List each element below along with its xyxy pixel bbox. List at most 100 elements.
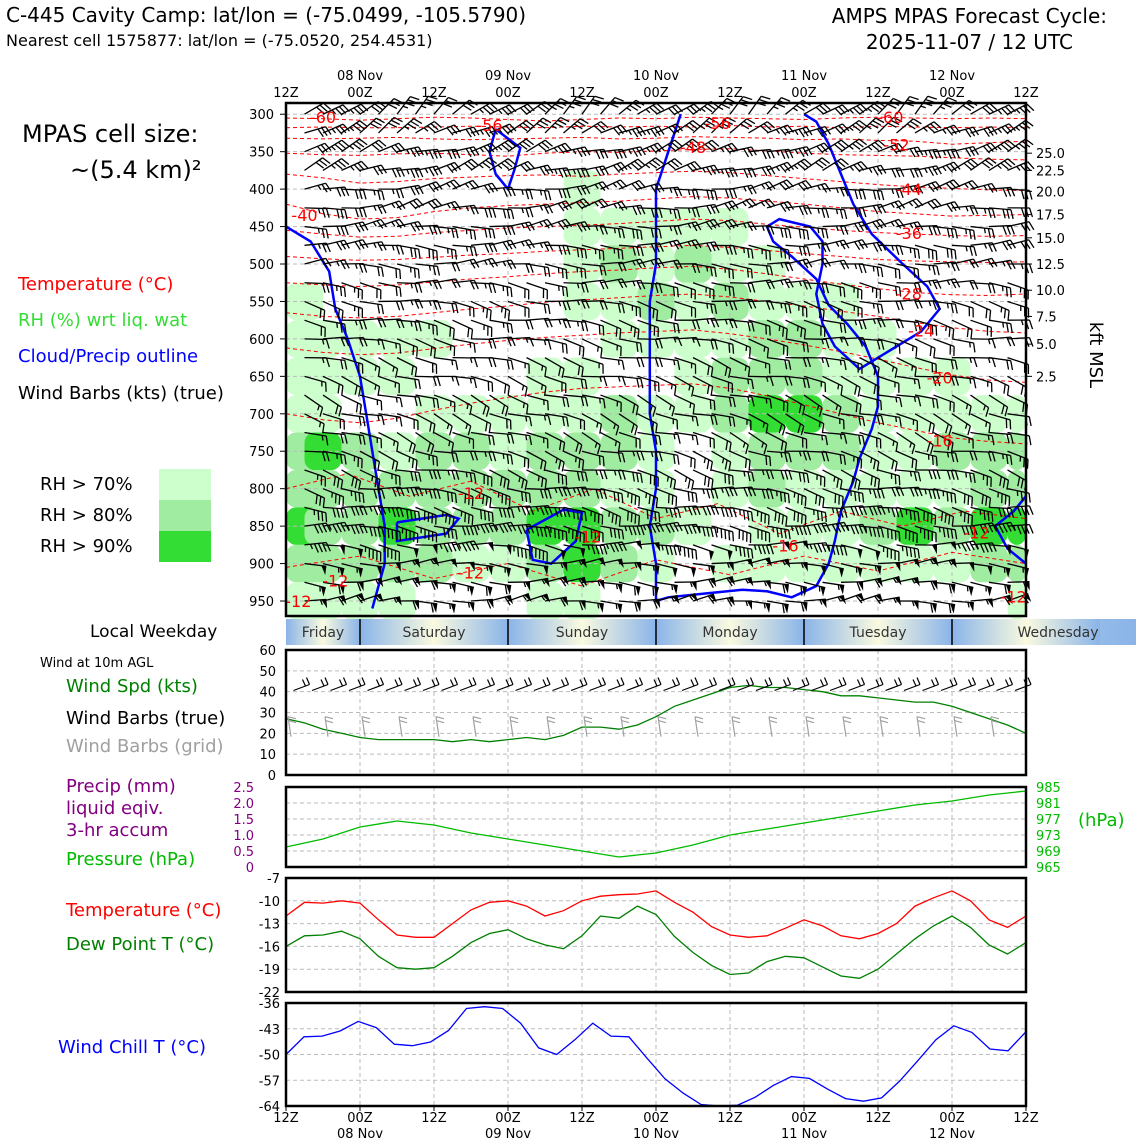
wind-barb-full — [576, 96, 586, 101]
wind-barb-full — [447, 491, 450, 502]
true-wind-barb — [533, 683, 551, 692]
wind-barb-half — [743, 247, 745, 254]
grid-wind-barb — [583, 716, 588, 737]
wind-barb-full — [927, 201, 935, 210]
wind-barb-full — [594, 95, 604, 100]
wind-barb-full — [388, 122, 398, 128]
wind-barb-full — [579, 118, 589, 125]
wind-barb-full — [525, 320, 530, 330]
true-wind-barb — [478, 683, 495, 692]
wind-barb-full — [636, 229, 639, 240]
wind-barb-full — [708, 117, 718, 124]
wind-barb-full — [650, 510, 653, 521]
wind-barb-full — [862, 263, 867, 274]
wind-barb-full — [837, 308, 840, 319]
wind-barb-full — [973, 280, 979, 290]
wind-barb-half — [446, 203, 451, 209]
wind-barb-full — [455, 453, 459, 463]
wind-barb-half — [539, 190, 543, 196]
wind-barb-full — [566, 507, 571, 518]
wind-barb-full — [317, 523, 324, 534]
wind-barb-full — [806, 280, 812, 290]
wind-barb-flag — [1005, 567, 1011, 578]
wind-barb-half — [835, 241, 840, 247]
wind-barb-half — [854, 319, 858, 326]
wind-barb-half — [891, 366, 895, 372]
wind-barb-flag — [654, 565, 660, 576]
wind-barb-full — [488, 523, 494, 533]
wind-barb-full — [528, 221, 535, 231]
wind-barb-full — [840, 310, 844, 321]
grid-wind-barb — [472, 716, 477, 737]
wind-barb-half — [867, 107, 873, 113]
wind-barb-full — [473, 540, 480, 550]
wind-barb-half — [983, 227, 986, 234]
wind-barb-half — [983, 243, 988, 249]
wind-barb-full — [673, 323, 676, 333]
wind-y-tick-label: 30 — [259, 707, 276, 722]
wind-barb-full — [710, 204, 716, 214]
wind-barb-full — [909, 510, 912, 520]
wind-barb-full — [558, 460, 562, 470]
wind-barb-full — [503, 383, 507, 394]
wind-barb-full — [517, 525, 523, 535]
wind-barb-full — [621, 470, 626, 480]
temperature-contour-label: -60 — [310, 108, 336, 127]
wind-barb-full — [732, 188, 738, 199]
wind-barb-full — [486, 104, 495, 112]
wind-barb-half — [541, 365, 544, 371]
wind-barb-full — [973, 357, 978, 368]
wind-barb-full — [875, 117, 885, 124]
wind-barb-full — [861, 239, 869, 249]
wind-barb-shaft — [396, 576, 419, 583]
wind-barb-full — [948, 603, 952, 614]
wind-barb-flag — [1005, 546, 1011, 556]
wind-barb-half — [673, 433, 676, 440]
wind-barb-full — [455, 470, 460, 480]
wind-barb-half — [318, 421, 322, 428]
wind-barb-full — [654, 208, 659, 218]
wind-barb-full — [359, 404, 362, 415]
wind-barb-half — [423, 127, 429, 132]
true-wind-barb-tick — [875, 679, 880, 687]
wind-barb-flag — [986, 586, 992, 597]
wind-barb-full — [724, 188, 730, 199]
wind-barb-full — [766, 348, 770, 358]
wind-barb-full — [428, 95, 438, 100]
top-x-tick-label: 12Z — [717, 86, 743, 101]
wind-barb-full — [769, 545, 774, 555]
wind-barb-full — [991, 183, 998, 192]
wind-barb-full — [1028, 207, 1034, 218]
wind-barb-half — [890, 221, 895, 227]
wind-barb-full — [538, 143, 547, 151]
wind-barb-half — [817, 243, 821, 249]
wind-barb-flag — [543, 565, 549, 576]
wind-barb-full — [584, 185, 591, 195]
grid-wind-barb-tick — [362, 720, 371, 724]
wind-barb-full — [985, 407, 990, 417]
wind-barb-full — [1020, 524, 1026, 535]
true-wind-barb-tick — [893, 679, 899, 687]
wind-barb-full — [1002, 507, 1007, 518]
wind-barb-half — [553, 147, 559, 153]
wind-barb-full — [1017, 476, 1021, 487]
grid-wind-barb-tick — [953, 716, 963, 720]
wind-barb-full — [492, 339, 497, 349]
wind-barb-full — [450, 249, 454, 259]
grid-wind-barb-tick — [583, 716, 593, 720]
wind-barb-full — [658, 512, 661, 523]
wind-barb-half — [942, 129, 947, 134]
wind-barb-full — [855, 402, 858, 413]
wind-barb-full — [450, 492, 454, 503]
wind-barb-full — [1002, 478, 1006, 488]
wind-barb-full — [325, 208, 330, 218]
temperature-y-tick-label: -10 — [259, 895, 280, 910]
temperature-contour-label: -12 — [322, 572, 348, 591]
wind-barb-full — [1010, 508, 1015, 518]
wind-barb-full — [547, 304, 551, 315]
wind-barb-full — [834, 126, 843, 135]
wind-barb-full — [455, 376, 460, 386]
wind-barb-flag — [376, 578, 384, 588]
temperature-contour-label: -36 — [896, 224, 922, 243]
wind-barb-full — [325, 357, 330, 368]
